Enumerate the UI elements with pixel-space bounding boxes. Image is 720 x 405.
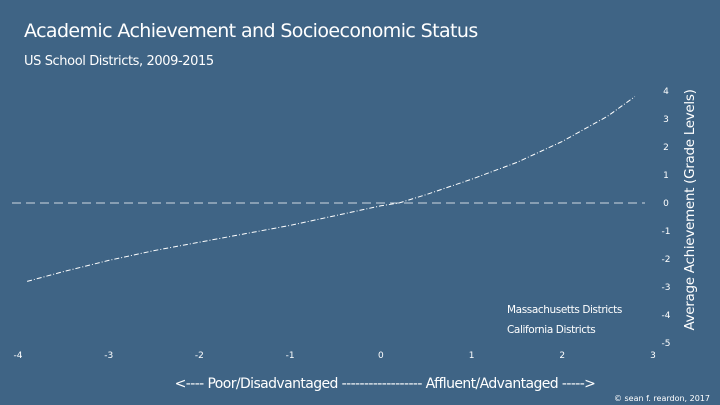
y-tick-label: -5 [662,339,671,349]
y-tick-label: 3 [663,115,669,125]
x-tick-label: -3 [104,351,113,361]
x-tick-label: 1 [469,351,475,361]
legend-entry: California Districts [507,324,595,336]
series-line [26,96,636,282]
y-tick-label: 1 [663,171,669,181]
y-tick-label: 0 [663,199,669,209]
legend: Massachusetts Districts California Distri… [507,304,622,336]
x-tick-label: 0 [378,351,384,361]
credit-note: © sean f. reardon, 2017 [613,394,710,403]
y-tick-label: 4 [663,87,669,97]
y-tick-label: -1 [662,227,671,237]
y-tick-label: 2 [663,143,669,153]
x-tick-label: 3 [650,351,656,361]
x-tick-label: 2 [559,351,565,361]
x-tick-label: -1 [286,351,295,361]
y-tick-label: -3 [662,283,671,293]
x-axis-label: <---- Poor/Disadvantaged ---------------… [175,376,596,392]
legend-entry: Massachusetts Districts [507,304,622,316]
y-tick-label: -4 [662,311,671,321]
x-tick-label: -2 [195,351,204,361]
chart-title: Academic Achievement and Socioeconomic S… [24,20,478,42]
x-tick-label: -4 [14,351,23,361]
x-axis-ticks: -4 -3 -2 -1 0 1 2 3 [14,351,656,361]
y-axis-ticks: 4 3 2 1 0 -1 -2 -3 -4 -5 [662,87,671,349]
y-tick-label: -2 [662,255,671,265]
y-axis-label: Average Achievement (Grade Levels) [682,89,698,330]
chart-subtitle: US School Districts, 2009-2015 [24,54,214,69]
